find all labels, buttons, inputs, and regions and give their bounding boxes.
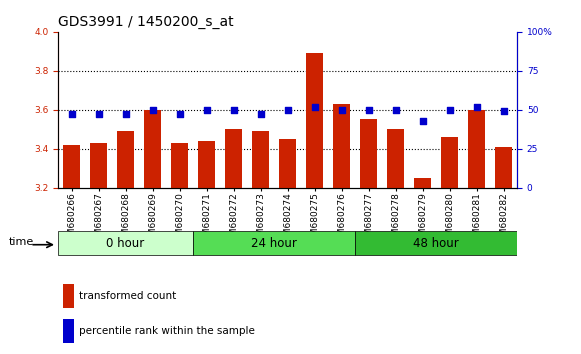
- Point: [256, 112, 266, 117]
- Text: transformed count: transformed count: [79, 291, 176, 301]
- Bar: [145, 110, 161, 188]
- Bar: [414, 178, 431, 188]
- Bar: [355, 232, 517, 255]
- Point: [67, 112, 76, 117]
- Point: [364, 107, 373, 113]
- Bar: [63, 284, 74, 308]
- Point: [445, 107, 454, 113]
- Point: [337, 107, 346, 113]
- Text: 0 hour: 0 hour: [106, 237, 145, 250]
- Bar: [253, 131, 268, 188]
- Bar: [496, 147, 512, 188]
- Text: 48 hour: 48 hour: [413, 237, 459, 250]
- Point: [202, 107, 211, 113]
- Point: [391, 107, 400, 113]
- Text: percentile rank within the sample: percentile rank within the sample: [79, 326, 254, 336]
- Point: [472, 104, 481, 109]
- Point: [94, 112, 103, 117]
- Bar: [63, 145, 80, 188]
- Point: [229, 107, 238, 113]
- Point: [283, 107, 292, 113]
- Point: [499, 108, 508, 114]
- Bar: [91, 143, 107, 188]
- Bar: [468, 110, 485, 188]
- Bar: [279, 139, 296, 188]
- Point: [310, 104, 319, 109]
- Bar: [333, 104, 350, 188]
- Bar: [388, 129, 404, 188]
- Bar: [360, 120, 376, 188]
- Point: [148, 107, 157, 113]
- Bar: [171, 143, 188, 188]
- Text: GDS3991 / 1450200_s_at: GDS3991 / 1450200_s_at: [58, 16, 234, 29]
- Bar: [225, 129, 242, 188]
- Point: [121, 112, 130, 117]
- Bar: [199, 141, 215, 188]
- Text: 24 hour: 24 hour: [251, 237, 297, 250]
- Bar: [442, 137, 458, 188]
- Point: [175, 112, 184, 117]
- Bar: [307, 53, 322, 188]
- Bar: [117, 131, 134, 188]
- Point: [418, 118, 427, 124]
- Bar: [63, 319, 74, 343]
- Text: time: time: [9, 237, 34, 247]
- Bar: [58, 232, 193, 255]
- Bar: [193, 232, 355, 255]
